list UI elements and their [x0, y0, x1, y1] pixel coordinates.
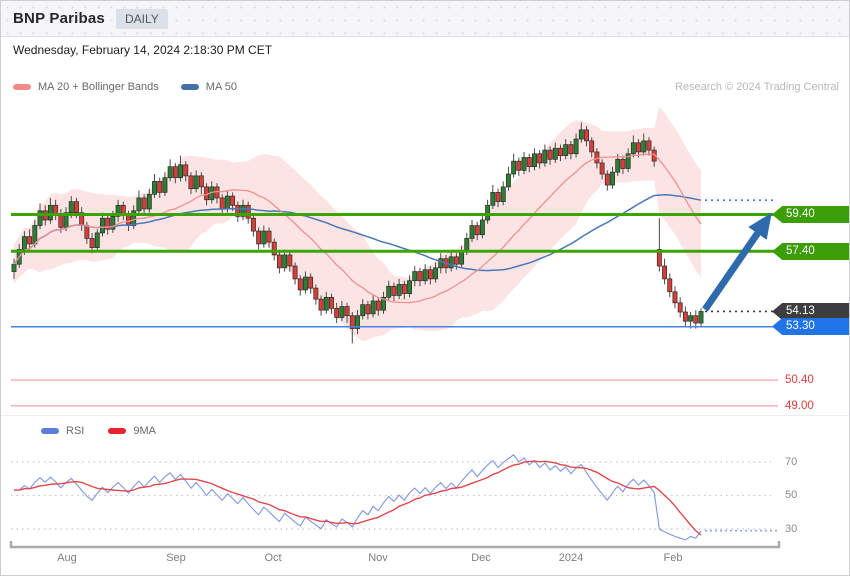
month-label: Oct: [264, 552, 282, 564]
month-label: Nov: [368, 552, 388, 564]
rsi-level-50: 50: [785, 489, 798, 501]
nine-ma-swatch: [108, 428, 127, 434]
header-bar: BNP Paribas DAILY: [1, 1, 849, 37]
panel-divider: [1, 415, 849, 416]
price-tag-last: 54.13: [772, 303, 849, 320]
rsi-level-70: 70: [785, 456, 798, 468]
rsi-panel-legend: RSI 9MA: [41, 425, 156, 437]
rsi-swatch: [41, 428, 59, 434]
month-label: Aug: [57, 552, 77, 564]
month-label: Sep: [166, 552, 186, 564]
ma20-bollinger-swatch: [13, 84, 31, 90]
legend-item-rsi: RSI: [41, 425, 84, 437]
ma50-swatch: [180, 84, 199, 90]
price-tag-resistance-2: 57.40: [772, 243, 849, 260]
legend-item-9ma: 9MA: [108, 425, 156, 437]
legend-label: MA 50: [205, 81, 237, 93]
price-label-support-red-1: 50.40: [785, 374, 814, 386]
legend-item-ma20-bollinger: MA 20 + Bollinger Bands: [13, 81, 159, 93]
price-label-support-red-2: 49.00: [785, 400, 814, 412]
price-tag-support-blue: 53.30: [772, 318, 849, 335]
instrument-title: BNP Paribas: [13, 10, 105, 27]
legend-label: RSI: [66, 425, 85, 437]
price-panel-legend: MA 20 + Bollinger Bands MA 50: [13, 81, 237, 93]
month-label: Feb: [663, 552, 683, 564]
month-label: Dec: [471, 552, 491, 564]
legend-label: MA 20 + Bollinger Bands: [38, 81, 159, 93]
price-tag-resistance-1: 59.40: [772, 206, 849, 223]
timeframe-badge: DAILY: [115, 8, 168, 29]
month-label: 2024: [558, 552, 584, 564]
chart-timestamp: Wednesday, February 14, 2024 2:18:30 PM …: [13, 43, 273, 57]
legend-label: 9MA: [133, 425, 156, 437]
research-credit: Research © 2024 Trading Central: [674, 81, 839, 93]
rsi-level-30: 30: [785, 523, 798, 535]
legend-item-ma50: MA 50: [180, 81, 237, 93]
